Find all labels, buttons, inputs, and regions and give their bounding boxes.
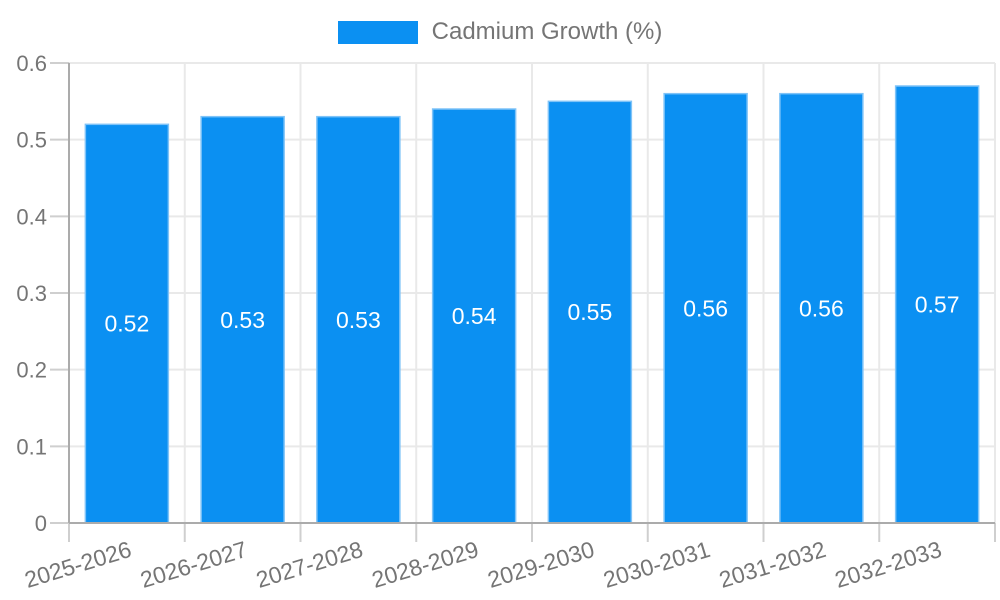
y-tick-label: 0.1: [16, 434, 47, 459]
bar-value-label: 0.56: [799, 295, 844, 321]
x-tick-label: 2025-2026: [22, 536, 135, 593]
y-tick-label: 0.5: [16, 128, 47, 153]
y-tick-label: 0.2: [16, 358, 47, 383]
bar: [200, 115, 285, 524]
bar: [547, 100, 633, 524]
x-tick-label: 2028-2029: [369, 536, 482, 593]
x-tick-label: 2031-2032: [716, 536, 829, 593]
y-tick-label: 0: [35, 511, 47, 536]
bar: [663, 92, 748, 524]
bar-value-label: 0.53: [336, 307, 381, 333]
bar: [84, 123, 170, 524]
y-tick-label: 0.6: [16, 51, 47, 76]
x-tick-label: 2027-2028: [253, 536, 366, 593]
bar-value-label: 0.56: [683, 295, 728, 321]
x-tick-label: 2026-2027: [137, 536, 250, 593]
bar: [779, 92, 864, 524]
y-tick-label: 0.3: [16, 281, 47, 306]
bar-value-label: 0.54: [452, 303, 497, 329]
bar-value-label: 0.52: [104, 311, 149, 337]
x-tick-label: 2030-2031: [600, 536, 713, 593]
y-tick-label: 0.4: [16, 204, 47, 229]
bar: [431, 108, 517, 524]
bar-value-label: 0.53: [220, 307, 265, 333]
bar-value-label: 0.55: [567, 299, 612, 325]
bar-value-label: 0.57: [915, 292, 960, 318]
bar: [894, 85, 980, 524]
x-tick-label: 2029-2030: [485, 536, 598, 593]
x-tick-label: 2032-2033: [832, 536, 945, 593]
